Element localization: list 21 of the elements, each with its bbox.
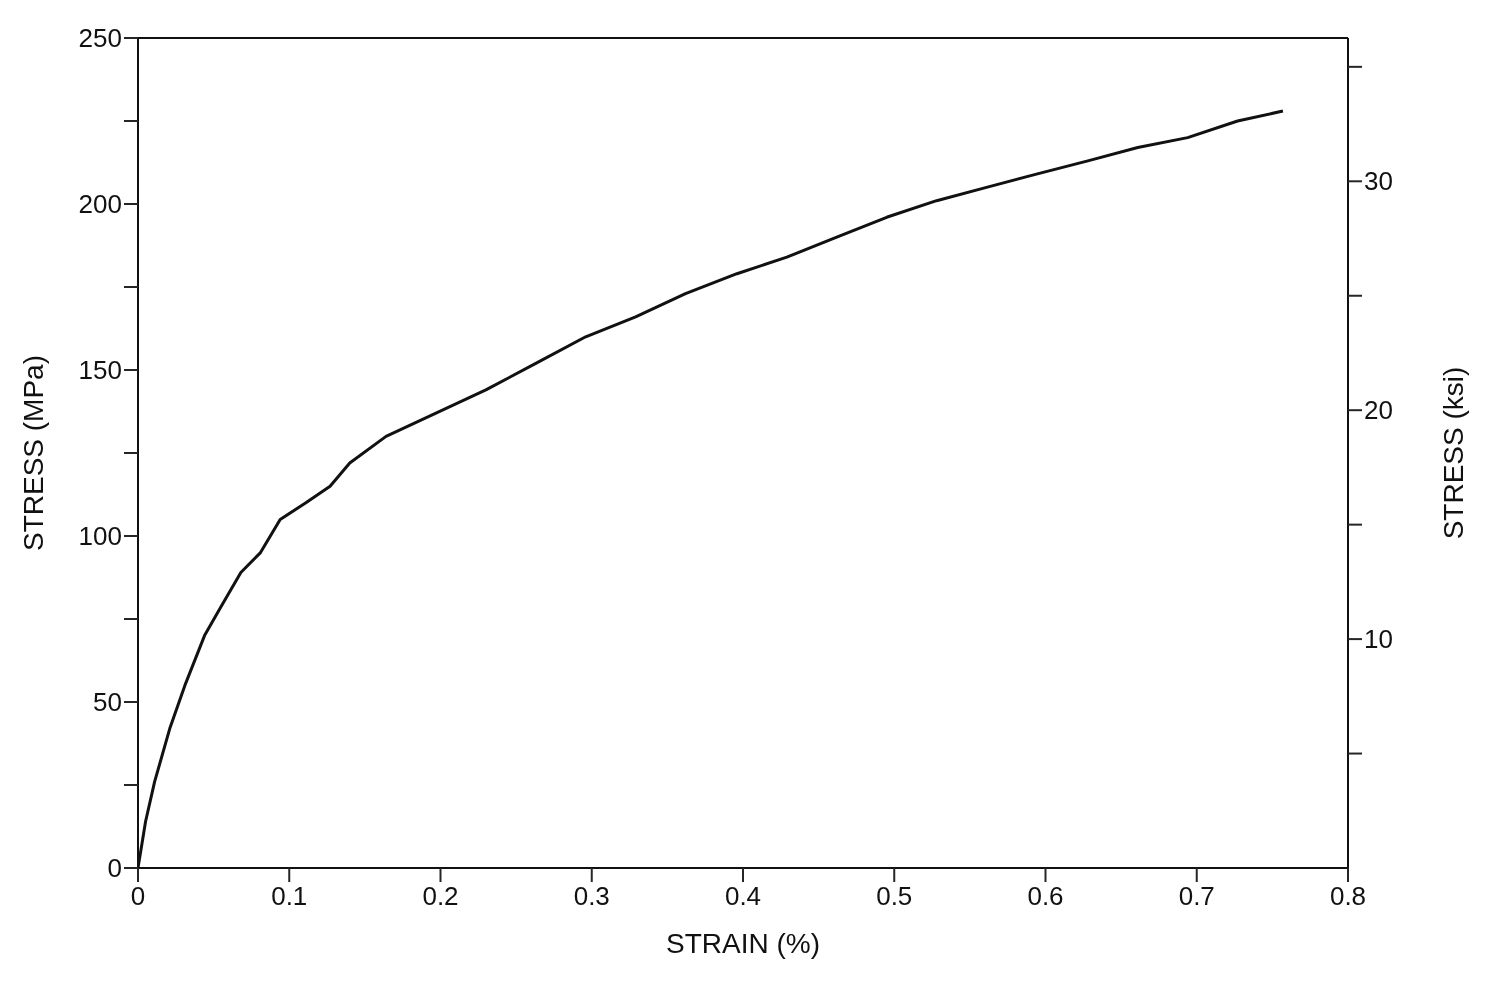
x-tick-label: 0.6	[1027, 881, 1064, 912]
y-tick-label: 150	[78, 355, 122, 385]
x-tick-label: 0.2	[422, 881, 459, 912]
y-tick-label: 100	[78, 521, 122, 551]
y-tick-label: 50	[93, 687, 122, 717]
x-tick-label: 0.4	[724, 881, 762, 912]
x-tick-label: 0	[130, 881, 146, 912]
x-tick-label: 0.5	[876, 881, 913, 912]
y2-tick-label: 20	[1364, 395, 1393, 426]
y2-tick-label: 10	[1364, 624, 1393, 655]
y-tick-label: 0	[107, 853, 122, 883]
x-tick-label: 0.3	[573, 881, 610, 912]
y-axis-title: STRESS (MPa)	[17, 354, 49, 552]
x-axis-title: STRAIN (%)	[666, 928, 820, 959]
x-tick-label: 0.1	[271, 881, 308, 912]
y-tick-label: 250	[78, 23, 122, 53]
x-tick-label: 0.8	[1329, 881, 1367, 912]
x-tick-label: 0.7	[1178, 881, 1215, 912]
y2-axis-title: STRESS (ksi)	[1437, 366, 1469, 540]
y2-tick-label: 30	[1364, 166, 1393, 197]
y-tick-label: 200	[78, 189, 122, 219]
